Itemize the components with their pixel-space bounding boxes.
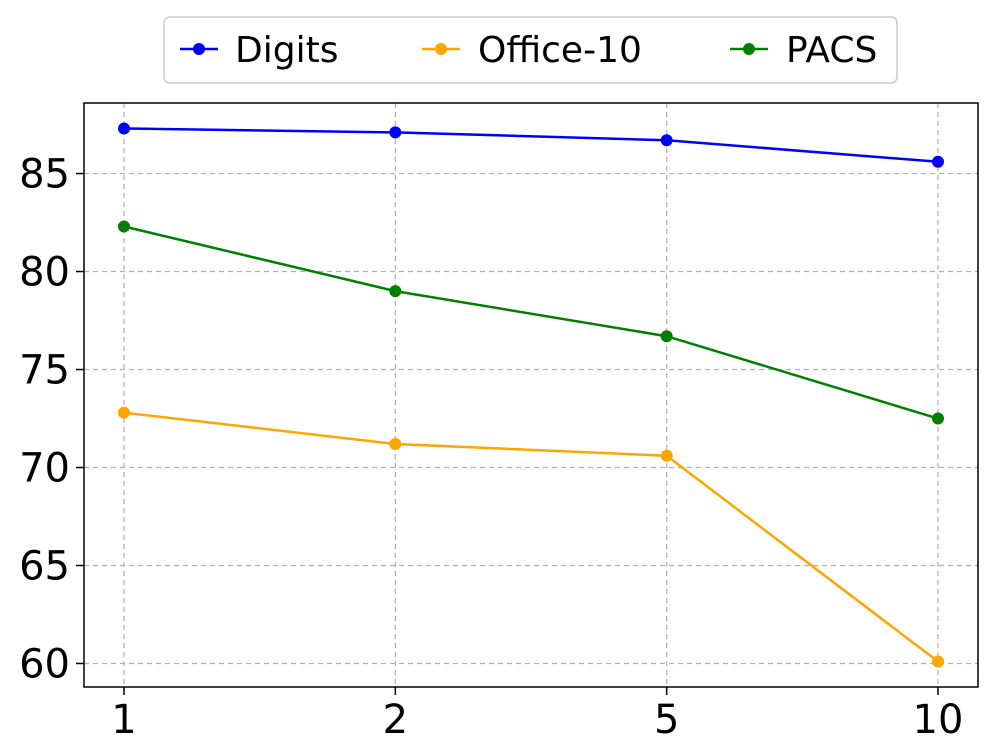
x-tick-label: 1 [111,697,136,743]
series-line-pacs [123,225,939,420]
legend-entry-pacs: PACS [730,30,877,71]
legend-marker-office-10 [435,43,447,55]
grid [84,103,978,687]
data-point-office-10 [389,437,402,450]
data-point-office-10 [118,406,130,419]
y-tick-label: 65 [19,543,70,589]
data-point-pacs [118,220,130,233]
series-line-office-10 [123,411,939,663]
y-tick-label: 85 [19,152,70,198]
legend-entry-digits: Digits [180,30,338,71]
plot-frame [83,102,979,688]
data-point-pacs [389,285,402,298]
y-tick-label: 80 [19,250,70,296]
axis-ticks: 1 2 5 10 60 65 70 75 80 85 [19,152,963,743]
y-tick-label: 70 [19,446,70,492]
y-tick-label: 75 [19,348,70,394]
legend-marker-pacs [743,43,755,55]
data-point-pacs [932,412,944,425]
x-tick-label: 2 [383,697,408,743]
series-line-digits [123,127,939,164]
legend-label-office-10: Office-10 [478,30,642,71]
legend-label-digits: Digits [235,30,338,71]
data-point-digits [389,126,402,139]
legend-marker-digits [193,43,205,55]
x-tick-label: 5 [654,697,679,743]
legend: Digits Office-10 PACS [163,16,898,84]
data-point-digits [118,122,130,135]
y-tick-label: 60 [19,641,70,687]
data-point-digits [932,155,944,168]
x-tick-label: 10 [913,697,964,743]
series [118,122,944,668]
legend-label-pacs: PACS [786,30,877,71]
data-point-digits [660,134,673,147]
legend-frame [163,16,898,84]
data-point-pacs [660,330,673,343]
data-point-office-10 [932,655,944,668]
plot-area [84,103,978,687]
data-point-office-10 [660,449,673,462]
legend-entry-office-10: Office-10 [422,30,642,71]
